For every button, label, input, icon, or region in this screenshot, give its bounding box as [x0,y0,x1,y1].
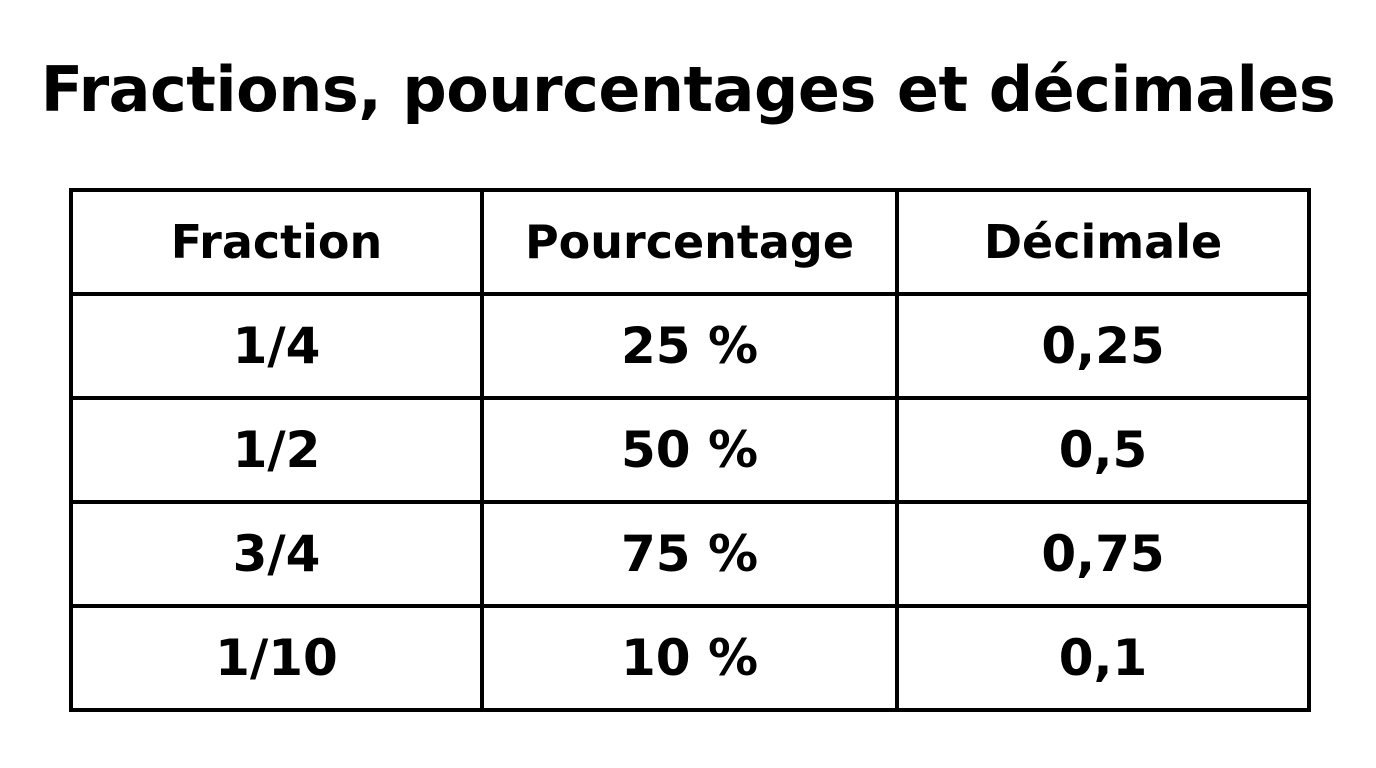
conversion-table: Fraction Pourcentage Décimale 1/4 25 % 0… [69,188,1311,712]
cell-fraction: 1/2 [69,396,484,504]
cell-decimale: 0,25 [895,292,1311,400]
page-title: Fractions, pourcentages et décimales [40,53,1336,126]
table-row: 1/10 10 % 0,1 [69,604,1311,712]
table-row: 3/4 75 % 0,75 [69,500,1311,608]
header-decimale: Décimale [895,188,1311,296]
cell-decimale: 0,5 [895,396,1311,504]
cell-pourcentage: 25 % [480,292,899,400]
table-header-row: Fraction Pourcentage Décimale [69,188,1311,296]
table-row: 1/4 25 % 0,25 [69,292,1311,400]
cell-decimale: 0,1 [895,604,1311,712]
cell-pourcentage: 50 % [480,396,899,504]
header-pourcentage: Pourcentage [480,188,899,296]
cell-pourcentage: 10 % [480,604,899,712]
cell-decimale: 0,75 [895,500,1311,608]
header-fraction: Fraction [69,188,484,296]
cell-fraction: 1/4 [69,292,484,400]
cell-fraction: 3/4 [69,500,484,608]
cell-fraction: 1/10 [69,604,484,712]
table-row: 1/2 50 % 0,5 [69,396,1311,504]
cell-pourcentage: 75 % [480,500,899,608]
